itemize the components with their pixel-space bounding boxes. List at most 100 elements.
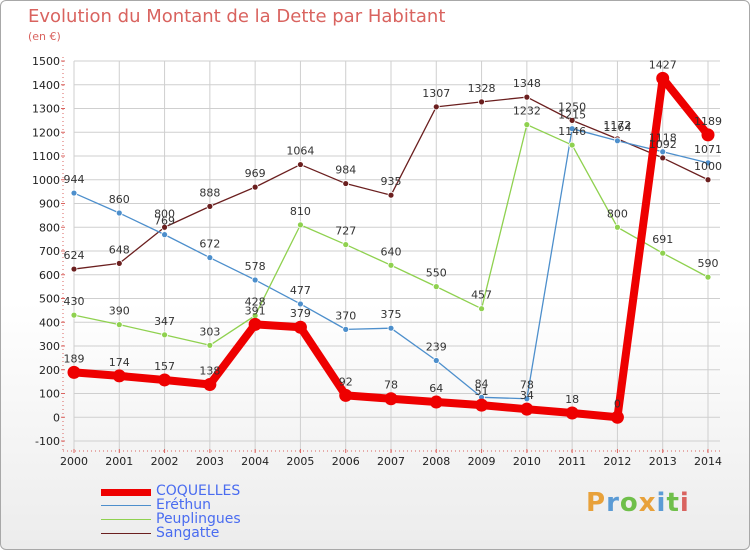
- data-label-erethun: 1215: [558, 109, 586, 122]
- data-point-erethun: [568, 125, 576, 133]
- x-tick-label: 2011: [558, 455, 586, 468]
- logo-letter: t: [666, 488, 680, 518]
- legend-label: COQUELLES: [156, 483, 241, 499]
- data-label-peuplingues: 727: [335, 225, 356, 238]
- x-tick-label: 2008: [422, 455, 450, 468]
- x-tick-label: 2002: [151, 455, 179, 468]
- data-point-sangatte: [297, 161, 304, 168]
- data-point-erethun: [614, 137, 621, 145]
- y-tick-label: 400: [39, 316, 60, 329]
- data-point-peuplingues: [297, 221, 304, 229]
- unit-label: (en €): [28, 30, 61, 43]
- data-label-sangatte: 1000: [694, 160, 722, 173]
- data-label-sangatte: 1250: [558, 100, 586, 113]
- data-point-coquelles: [610, 410, 624, 424]
- data-point-sangatte: [478, 98, 485, 106]
- data-label-erethun: 477: [290, 284, 311, 297]
- data-point-coquelles: [339, 388, 353, 402]
- logo-letter: i: [679, 488, 690, 518]
- data-point-erethun: [206, 254, 214, 262]
- y-tick-label: 500: [39, 293, 60, 306]
- data-label-sangatte: 888: [199, 186, 220, 199]
- data-point-coquelles: [67, 365, 81, 379]
- data-point-peuplingues: [659, 249, 667, 257]
- data-point-peuplingues: [161, 331, 168, 339]
- x-tick-label: 2004: [241, 455, 269, 468]
- data-label-coquelles: 51: [475, 385, 489, 398]
- data-label-peuplingues: 347: [154, 315, 175, 328]
- y-tick-label: 100: [39, 388, 60, 401]
- y-tick-label: 1300: [32, 103, 60, 116]
- legend-label: Eréthun: [156, 497, 212, 513]
- legend-swatch-erethun: [101, 505, 151, 506]
- y-tick-label: 1200: [32, 126, 60, 139]
- data-label-sangatte: 1092: [649, 138, 677, 151]
- data-label-peuplingues: 800: [607, 207, 628, 220]
- data-label-peuplingues: 590: [698, 257, 719, 270]
- data-point-sangatte: [206, 202, 214, 210]
- y-tick-label: 200: [39, 364, 60, 377]
- data-point-sangatte: [387, 191, 395, 199]
- data-point-sangatte: [704, 176, 712, 184]
- data-label-peuplingues: 1232: [513, 105, 541, 118]
- data-point-coquelles: [203, 377, 217, 391]
- data-point-peuplingues: [206, 341, 214, 349]
- data-point-erethun: [432, 357, 440, 364]
- data-label-coquelles: 391: [245, 304, 266, 317]
- data-label-sangatte: 624: [64, 249, 85, 262]
- data-point-peuplingues: [704, 273, 712, 281]
- y-tick-label: 800: [39, 221, 60, 234]
- data-label-sangatte: 984: [335, 164, 356, 177]
- data-label-sangatte: 1064: [286, 145, 314, 158]
- data-label-erethun: 769: [154, 215, 175, 228]
- x-tick-label: 2014: [694, 455, 722, 468]
- data-label-erethun: 375: [381, 308, 402, 321]
- data-point-coquelles: [520, 402, 534, 416]
- y-tick-label: 300: [39, 340, 60, 353]
- chart-title: Evolution du Montant de la Dette par Hab…: [28, 6, 446, 27]
- logo-letter: r: [606, 488, 620, 518]
- data-point-peuplingues: [387, 261, 395, 269]
- y-tick-label: 700: [39, 245, 60, 258]
- y-tick-label: 600: [39, 269, 60, 282]
- data-point-peuplingues: [614, 223, 621, 231]
- legend-swatch-sangatte: [101, 533, 151, 534]
- data-point-peuplingues: [70, 311, 78, 319]
- series-layer: [67, 71, 715, 424]
- data-label-coquelles: 1427: [649, 58, 677, 71]
- x-tick-label: 2012: [603, 455, 631, 468]
- data-point-erethun: [523, 395, 531, 403]
- data-point-erethun: [342, 325, 350, 333]
- data-label-peuplingues: 390: [109, 305, 130, 318]
- data-point-erethun: [161, 231, 168, 239]
- data-label-coquelles: 174: [109, 356, 130, 369]
- data-label-erethun: 1118: [649, 132, 677, 145]
- y-tick-label: -100: [35, 435, 60, 448]
- data-label-peuplingues: 810: [290, 205, 311, 218]
- data-point-sangatte: [161, 223, 168, 231]
- data-label-peuplingues: 428: [245, 296, 266, 309]
- data-label-sangatte: 800: [154, 207, 175, 220]
- data-label-peuplingues: 550: [426, 267, 447, 280]
- data-point-peuplingues: [523, 121, 531, 129]
- data-label-erethun: 944: [64, 173, 85, 186]
- data-labels: 624 648 800 888 969 1064 984 935 1307 1328 1348 125…: [64, 58, 723, 410]
- data-label-peuplingues: 691: [652, 233, 673, 246]
- data-label-erethun: 84: [475, 377, 489, 390]
- data-label-erethun: 370: [335, 309, 356, 322]
- data-label-sangatte: 1172: [603, 119, 631, 132]
- data-point-sangatte: [342, 180, 350, 187]
- data-point-sangatte: [432, 103, 440, 111]
- data-label-coquelles: 34: [520, 389, 534, 402]
- data-point-coquelles: [248, 317, 262, 331]
- data-label-erethun: 672: [199, 238, 220, 251]
- data-point-coquelles: [565, 406, 579, 420]
- data-label-sangatte: 1328: [468, 82, 496, 95]
- data-point-peuplingues: [342, 241, 350, 248]
- data-label-coquelles: 92: [339, 375, 353, 388]
- legend-swatch-coquelles: [101, 489, 151, 496]
- data-point-sangatte: [70, 265, 78, 273]
- logo-letter: i: [656, 488, 667, 518]
- x-tick-label: 2001: [105, 455, 133, 468]
